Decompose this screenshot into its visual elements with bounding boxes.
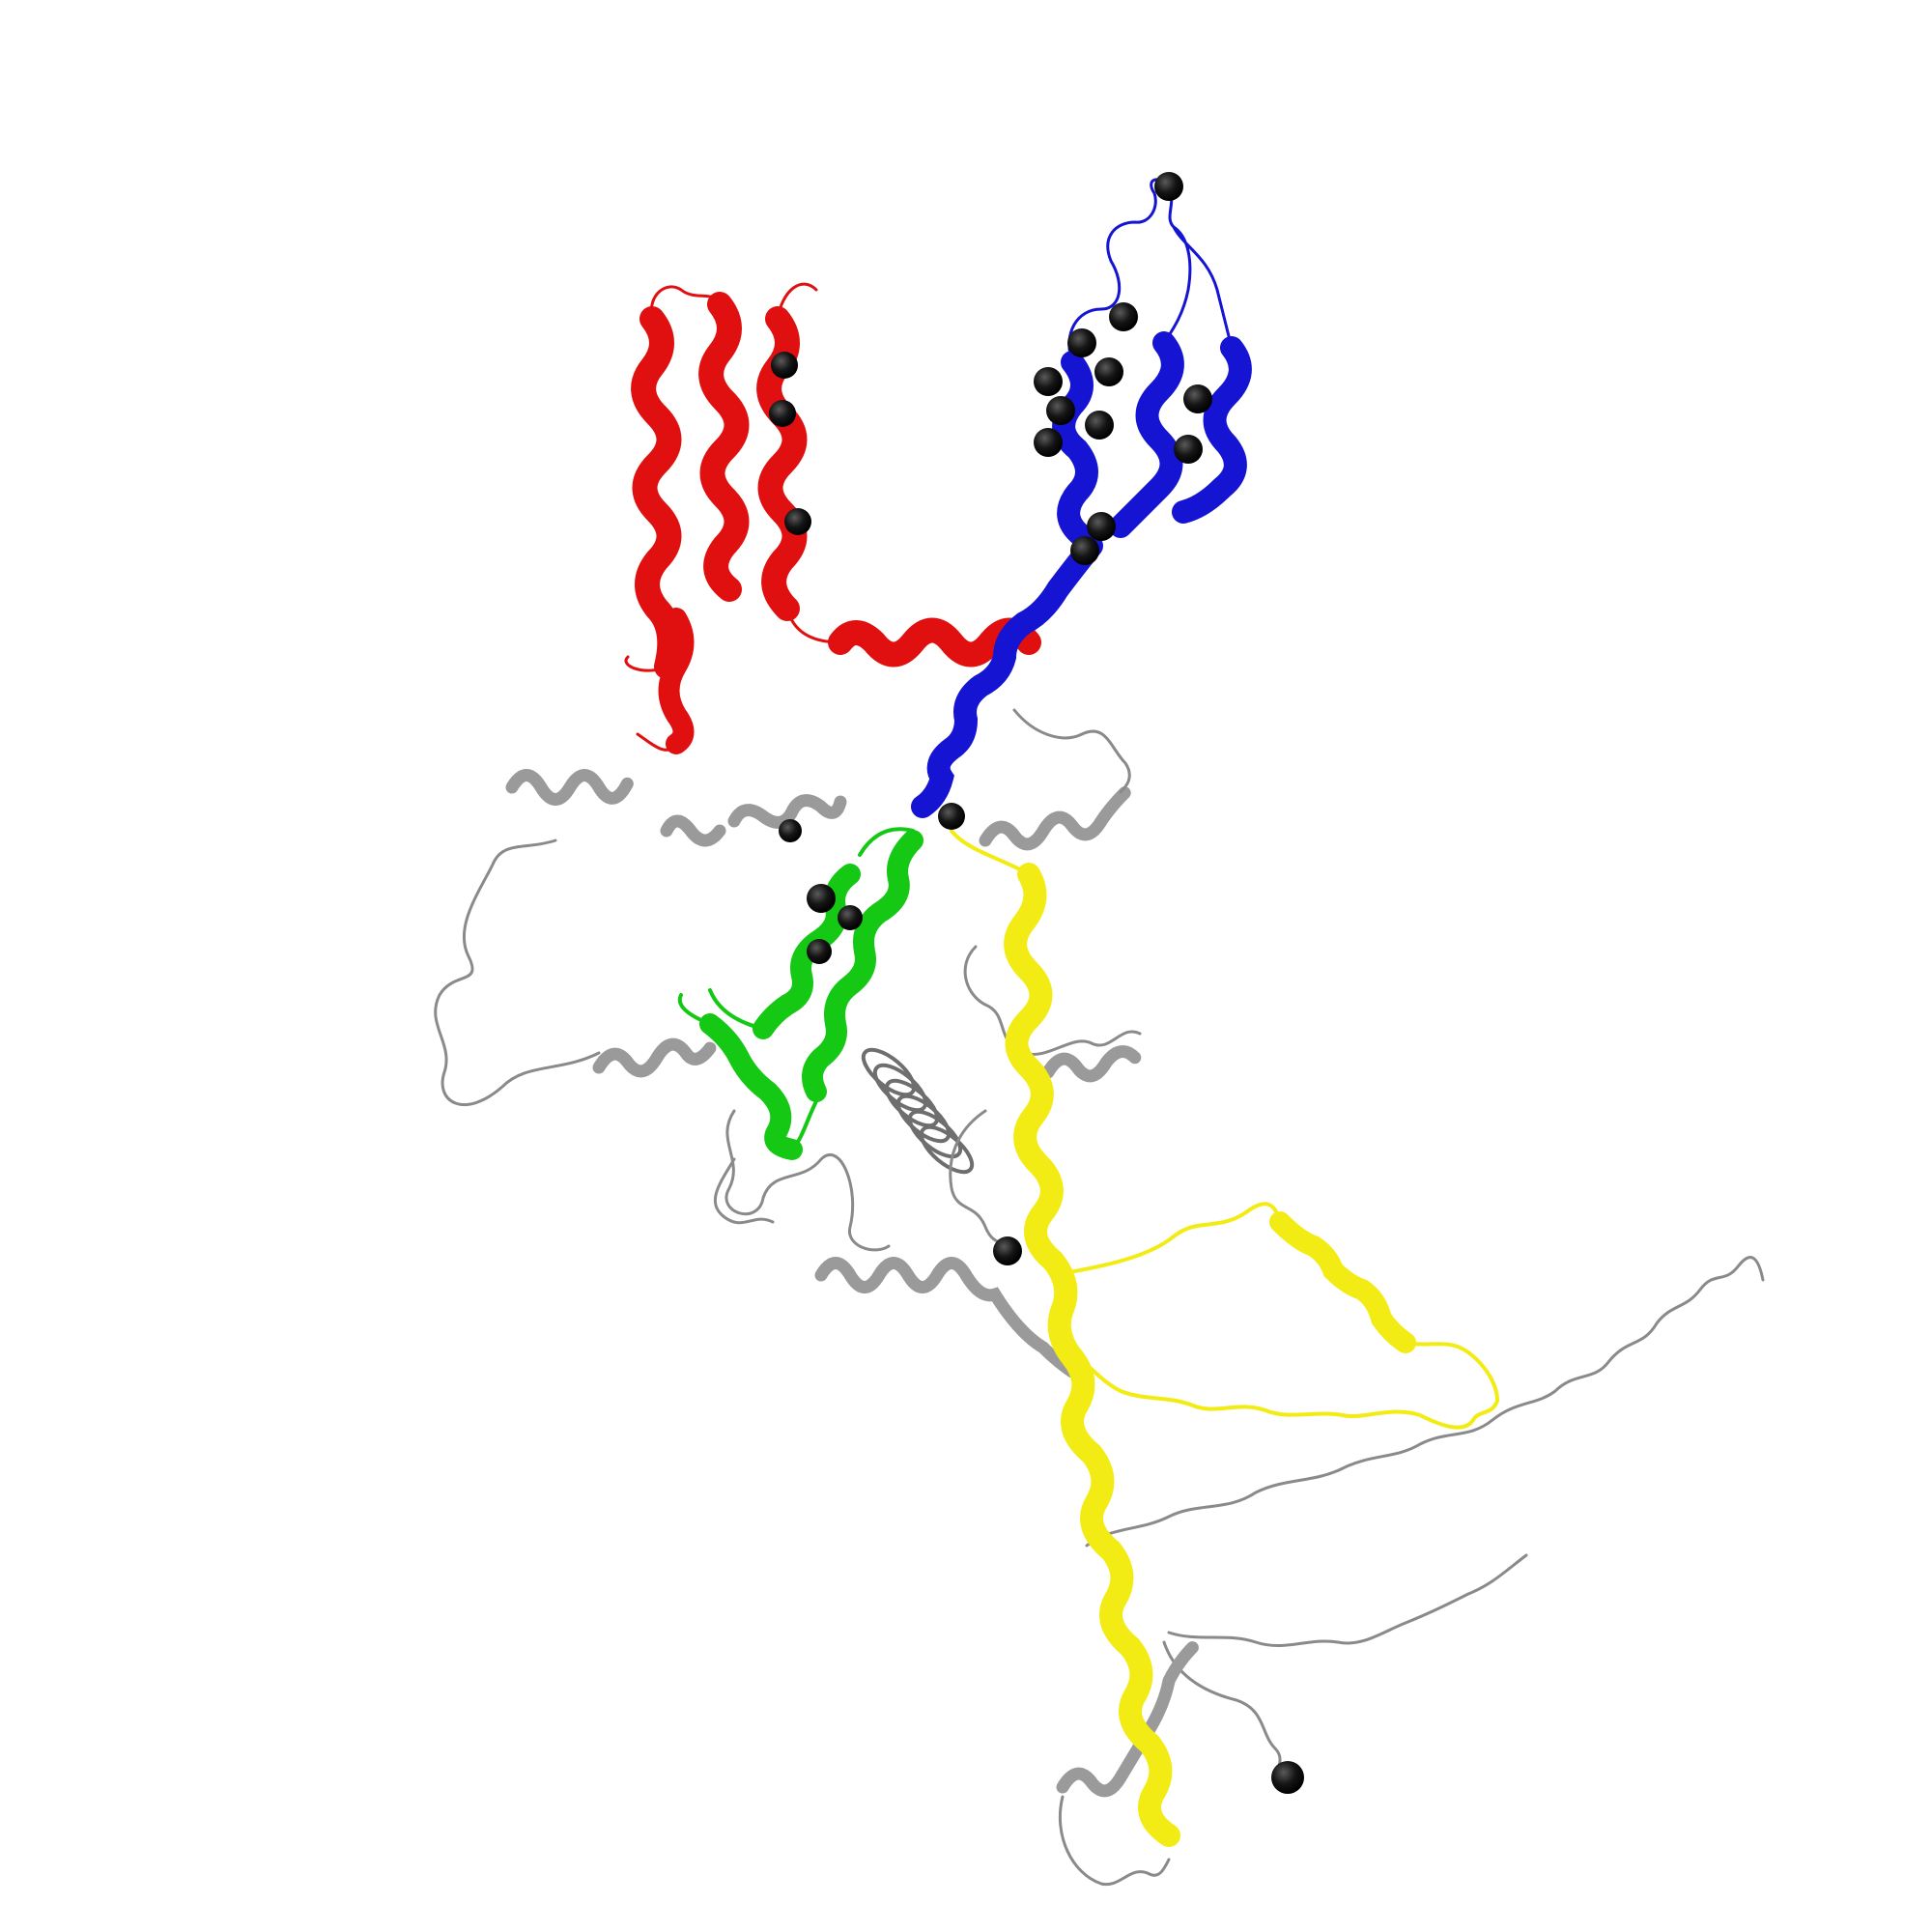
grey-helix-center-top xyxy=(727,794,847,829)
grey-helix-bottom-left xyxy=(1056,1640,1200,1798)
marker-sphere xyxy=(784,508,811,535)
marker-sphere xyxy=(1109,302,1138,331)
marker-sphere xyxy=(769,400,796,427)
grey-helix-right-top xyxy=(979,785,1132,851)
grey-coil-right-top xyxy=(1012,708,1131,794)
marker-sphere xyxy=(1094,357,1123,386)
green-domain xyxy=(677,827,923,1160)
grey-scaffold xyxy=(434,708,1765,1887)
blue-helix-2 xyxy=(1109,331,1184,538)
grey-left-loop xyxy=(434,838,601,1107)
yellow-domain xyxy=(950,829,1500,1847)
marker-sphere xyxy=(1174,435,1203,464)
grey-helix-mid-right xyxy=(1041,1045,1142,1083)
grey-tail-second xyxy=(1167,1553,1528,1647)
blue-loops xyxy=(1067,178,1234,364)
grey-tail-long xyxy=(1085,1256,1765,1548)
green-helix-2 xyxy=(753,864,861,1039)
marker-sphere xyxy=(1154,172,1183,201)
marker-sphere xyxy=(1183,384,1212,413)
grey-coil-left-bottom xyxy=(713,1157,775,1225)
grey-coil-center xyxy=(724,1109,891,1252)
grey-helix-mid-left xyxy=(592,1037,717,1078)
marker-sphere xyxy=(807,884,836,913)
green-helix-3 xyxy=(699,1013,803,1160)
grey-helix-lower xyxy=(814,1257,1079,1378)
blue-helix-3 xyxy=(1172,336,1252,524)
marker-sphere xyxy=(993,1236,1022,1265)
grey-coil-right-lower xyxy=(949,1109,1016,1258)
yellow-loops xyxy=(950,829,1500,1430)
marker-sphere xyxy=(779,819,802,842)
marker-sphere xyxy=(1070,536,1099,565)
red-helix-1 xyxy=(631,306,683,679)
marker-sphere xyxy=(1271,1761,1304,1794)
marker-sphere xyxy=(1034,367,1063,396)
grey-helix-left-top xyxy=(505,769,635,806)
grey-coil-right-mid xyxy=(963,945,1142,1056)
marker-sphere xyxy=(1087,512,1116,541)
marker-sphere xyxy=(1067,328,1096,357)
marker-sphere xyxy=(1046,396,1075,425)
grey-loop-bottom xyxy=(1058,1795,1171,1887)
yellow-helix-short xyxy=(1269,1211,1416,1353)
marker-sphere xyxy=(807,939,832,964)
blue-helix-1 xyxy=(1052,351,1098,548)
marker-sphere xyxy=(938,803,965,830)
green-helix-1 xyxy=(802,830,923,1102)
marker-spheres xyxy=(769,172,1304,1794)
grey-helix-center-small xyxy=(660,814,726,847)
blue-domain xyxy=(911,178,1252,818)
red-domain xyxy=(624,282,1041,754)
marker-sphere xyxy=(771,352,798,379)
red-helix-link xyxy=(828,617,1041,668)
green-loop xyxy=(677,827,915,1151)
marker-sphere xyxy=(1085,411,1114,440)
grey-helix-spring xyxy=(861,1047,975,1175)
red-helix-4 xyxy=(658,608,695,754)
yellow-helix-long xyxy=(1004,863,1180,1847)
red-helix-2 xyxy=(698,292,750,602)
marker-sphere xyxy=(838,905,863,930)
marker-sphere xyxy=(1034,428,1063,457)
blue-helix-long xyxy=(911,534,1103,818)
red-loops xyxy=(624,282,842,752)
